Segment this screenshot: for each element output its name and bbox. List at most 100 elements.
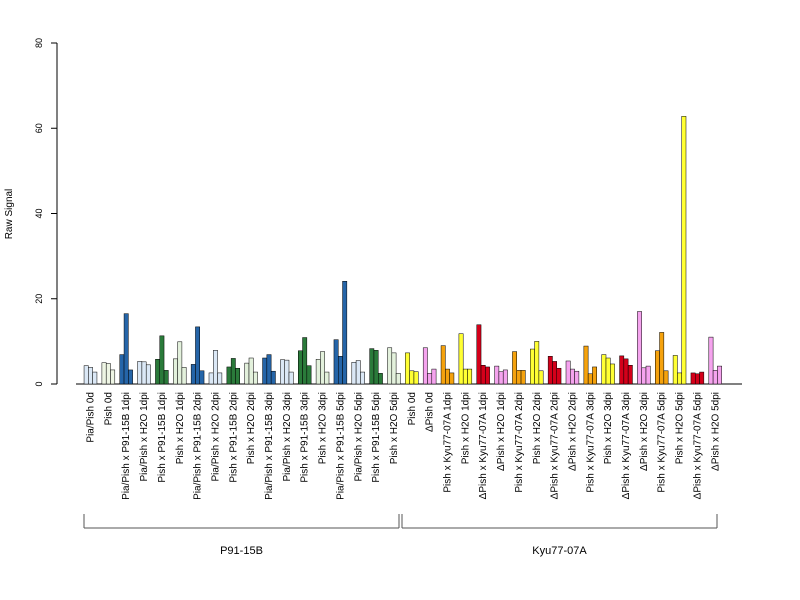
- x-tick-label: ΔPish 0d: [425, 392, 436, 432]
- bar: [516, 370, 522, 385]
- bar: [181, 367, 187, 385]
- bar: [672, 355, 678, 385]
- bar: [262, 357, 268, 385]
- bar: [480, 365, 486, 385]
- bar: [427, 373, 433, 385]
- bar: [431, 368, 437, 385]
- bar: [338, 356, 343, 385]
- x-tick-label: Pish x P91-15B 3dpi: [300, 392, 311, 483]
- x-tick-label: ΔPish x H2O 2dpi: [567, 392, 578, 471]
- bar: [462, 368, 468, 385]
- bar: [494, 365, 500, 385]
- bar: [92, 371, 98, 385]
- x-tick-label: Pia/Pish x H2O 2dpi: [210, 392, 221, 482]
- bar: [298, 350, 303, 385]
- bar: [360, 371, 365, 385]
- bar: [498, 371, 504, 385]
- x-tick-label: Pia/Pish x P91-15B 5dpi: [335, 392, 346, 500]
- group-label: P91-15B: [220, 545, 263, 557]
- x-tick-label: ΔPish x Kyu77-07A 3dpi: [621, 392, 632, 499]
- bar: [538, 370, 544, 385]
- x-tick-label: ΔPish x Kyu77-07A 1dpi: [478, 392, 489, 499]
- bar: [570, 368, 575, 385]
- bar: [123, 313, 129, 385]
- bar: [248, 357, 254, 385]
- bar: [387, 347, 393, 385]
- bar: [395, 373, 401, 385]
- bar: [717, 365, 722, 385]
- bar: [320, 351, 325, 385]
- x-tick-labels: Pia/Pish 0d Pish 0d Pia/Pish x P91-15B 1dp…: [86, 392, 722, 500]
- bar: [659, 332, 665, 385]
- x-tick-label: Pia/Pish x H2O 1dpi: [139, 392, 150, 482]
- x-tick-label: Pish x H2O 2dpi: [532, 392, 543, 464]
- bar: [101, 362, 107, 385]
- bar: [177, 341, 183, 385]
- x-tick-label: Pish x Kyu77-07A 3dpi: [585, 392, 596, 493]
- x-tick-label: Pish x Kyu77-07A 5dpi: [657, 392, 668, 493]
- bar: [534, 341, 540, 385]
- bar: [199, 370, 205, 385]
- bar: [547, 356, 553, 385]
- bar: [302, 337, 308, 385]
- bar: [645, 365, 651, 385]
- bar: [284, 359, 290, 385]
- bar: [605, 357, 611, 385]
- bar: [467, 368, 473, 385]
- bar: [699, 371, 705, 385]
- x-tick-label: Pish x H2O 5dpi: [389, 392, 400, 464]
- bar: [637, 311, 642, 385]
- x-tick-label: Pia/Pish x H2O 5dpi: [353, 392, 364, 482]
- bar: [627, 365, 633, 385]
- bar: [155, 359, 160, 385]
- y-tick-label: 60: [34, 123, 44, 133]
- x-tick-label: Pish x H2O 5dpi: [675, 392, 686, 464]
- x-tick-label: Pish x H2O 1dpi: [175, 392, 186, 464]
- bar: [253, 371, 258, 385]
- bar: [663, 370, 669, 385]
- bar: [610, 363, 615, 385]
- bar: [512, 351, 518, 385]
- bar: [373, 350, 379, 385]
- y-tick-label: 40: [34, 208, 44, 218]
- bar: [280, 359, 285, 385]
- bar: [587, 373, 593, 385]
- bar: [83, 365, 89, 385]
- x-tick-label: Pish x H2O 3dpi: [318, 392, 329, 464]
- x-tick-label: ΔPish x H2O 1dpi: [496, 392, 507, 471]
- bar: [413, 371, 419, 385]
- bar: [409, 370, 415, 385]
- bar: [592, 366, 598, 385]
- bar: [217, 372, 223, 385]
- bar: [333, 339, 339, 385]
- bar: [213, 350, 218, 385]
- bar: [315, 359, 321, 385]
- bar: [502, 369, 508, 385]
- bar: [288, 371, 294, 385]
- group-label: Kyu77-07A: [532, 545, 587, 557]
- x-tick-label: Pish 0d: [103, 392, 114, 425]
- bar: [342, 281, 348, 385]
- bar: [677, 372, 682, 385]
- x-tick-label: Pish x H2O 2dpi: [246, 392, 257, 464]
- x-tick-label: Pia/Pish x H2O 3dpi: [282, 392, 293, 482]
- bar: [378, 373, 383, 385]
- x-tick-label: Pish x Kyu77-07A 2dpi: [514, 392, 525, 493]
- bar: [690, 372, 696, 385]
- x-tick-label: Pish x P91-15B 1dpi: [157, 392, 168, 483]
- bar: [173, 358, 178, 385]
- bars: [83, 116, 722, 385]
- bar: [235, 367, 240, 385]
- bar: [110, 369, 116, 385]
- x-tick-label: Pish x H2O 1dpi: [460, 392, 471, 464]
- bar: [641, 367, 647, 385]
- y-tick-label: 0: [34, 381, 44, 386]
- bar: [88, 367, 93, 385]
- y-tick-label: 20: [34, 294, 44, 304]
- x-tick-label: ΔPish x Kyu77-07A 5dpi: [692, 392, 703, 499]
- x-tick-label: Pish x Kyu77-07A 1dpi: [443, 392, 454, 493]
- bar: [270, 370, 276, 385]
- x-tick-label: Pish x P91-15B 5dpi: [371, 392, 382, 483]
- bar: [708, 336, 714, 385]
